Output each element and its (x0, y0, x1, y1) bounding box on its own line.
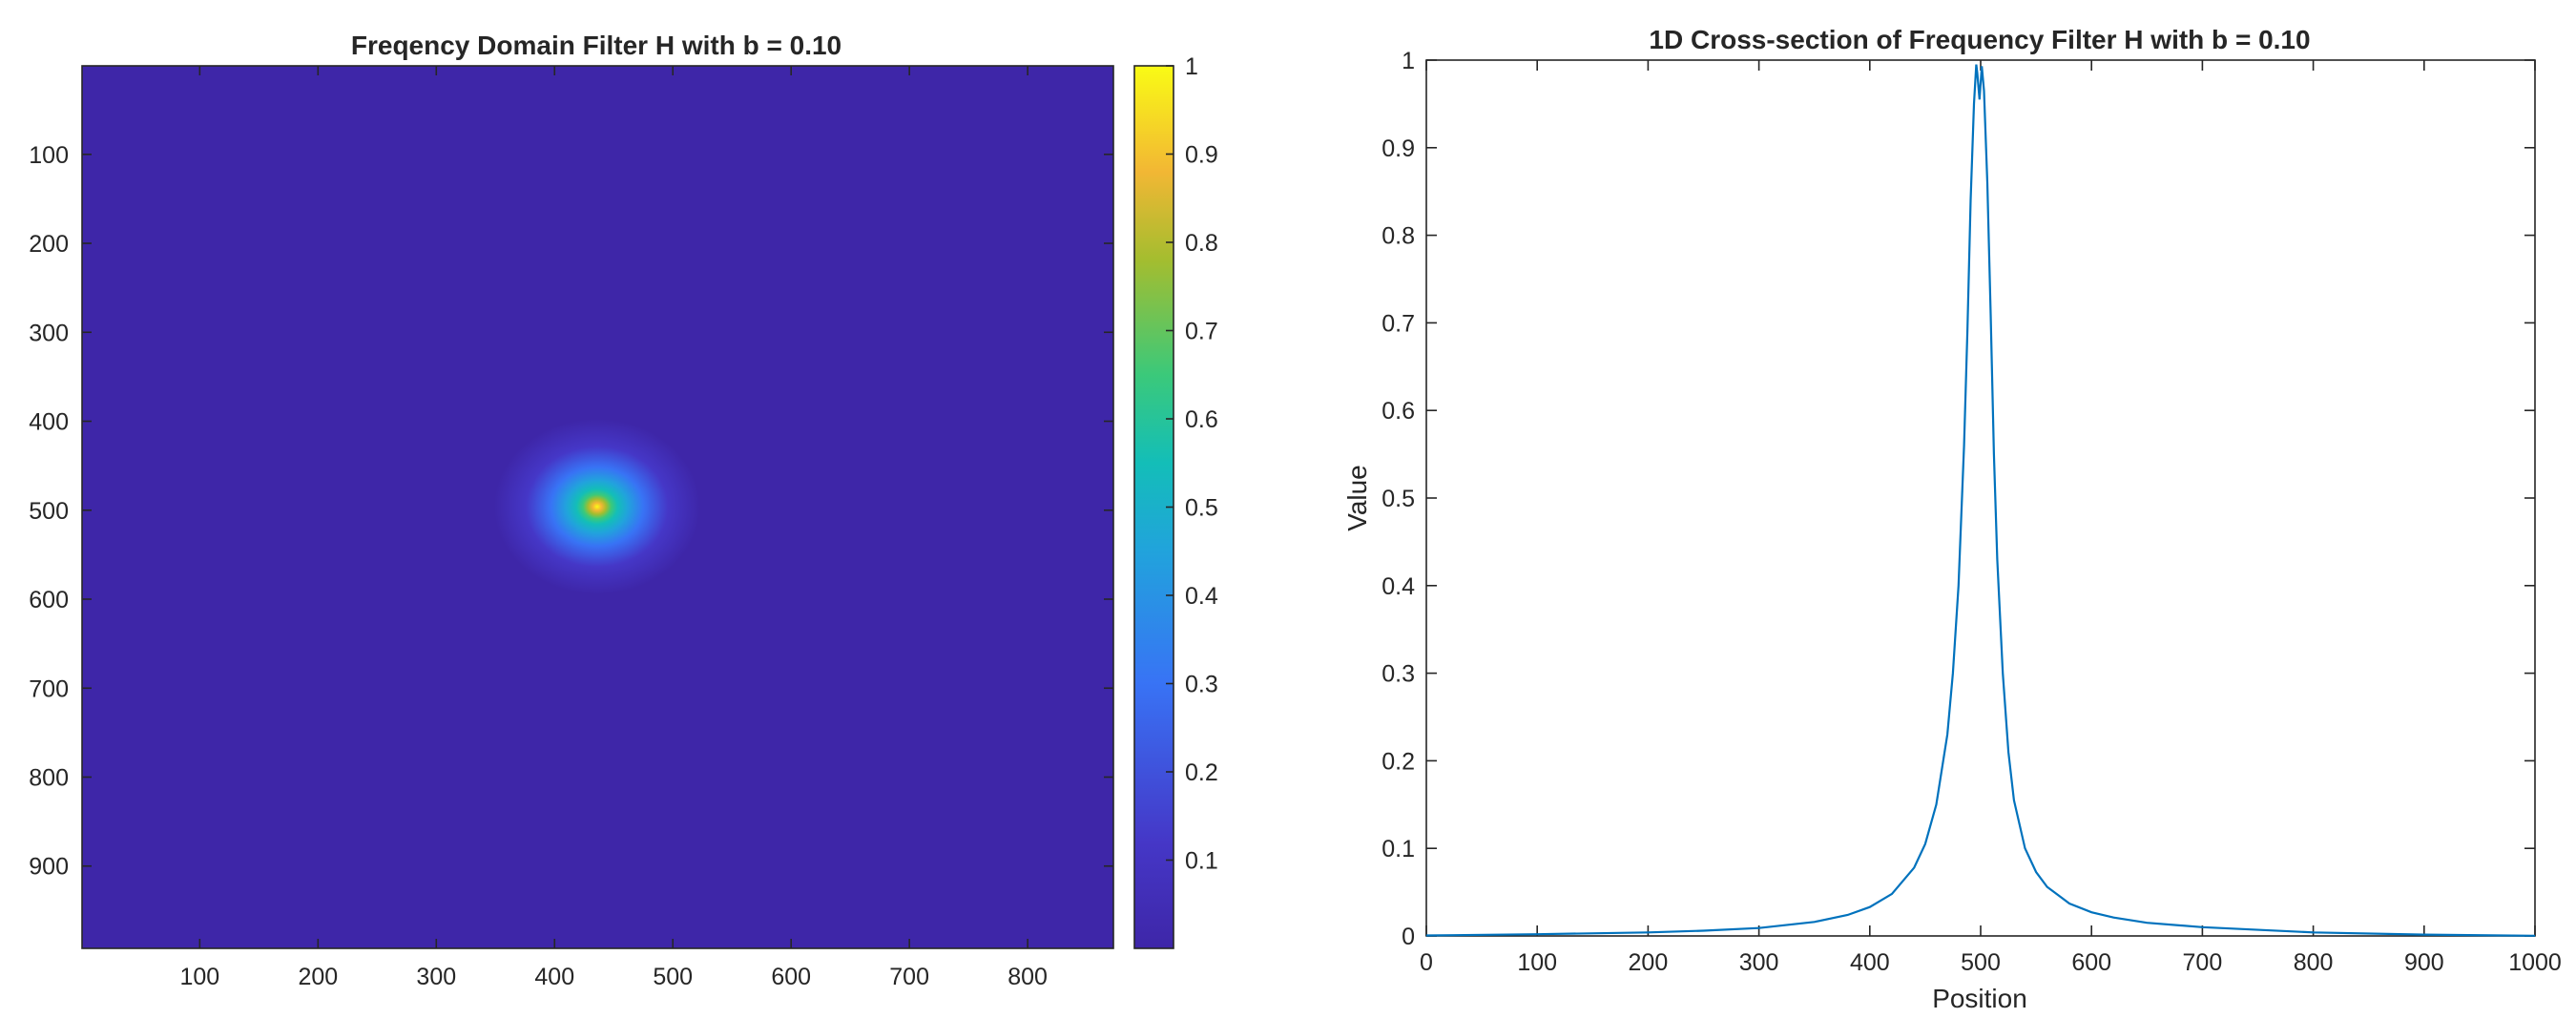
line-y-tick-label: 0.5 (1381, 486, 1415, 512)
line-x-tick-label: 800 (2294, 949, 2334, 976)
heatmap-y-tick-label: 200 (29, 231, 69, 258)
heatmap-x-tick-label: 600 (771, 964, 811, 990)
line-chart-title: 1D Cross-section of Frequency Filter H w… (1649, 25, 2310, 54)
line-y-tick-label: 0.2 (1381, 748, 1415, 775)
colorbar-tick-label: 0.9 (1185, 142, 1218, 169)
colorbar-tick-label: 0.6 (1185, 406, 1218, 433)
line-y-tick-label: 0 (1402, 924, 1415, 950)
heatmap-y-tick-label: 700 (29, 675, 69, 702)
line-x-tick-label: 1000 (2508, 949, 2562, 976)
line-y-tick-label: 0.6 (1381, 398, 1415, 425)
line-y-tick-label: 0.7 (1381, 310, 1415, 337)
line-y-tick-label: 1 (1402, 48, 1415, 74)
line-x-tick-label: 100 (1517, 949, 1557, 976)
line-x-tick-label: 500 (1961, 949, 2001, 976)
heatmap-x-ticks: 100 200 300 400 500 600 700 800 (179, 66, 1048, 990)
line-axes-box (1425, 59, 2536, 937)
line-chart: 1D Cross-section of Frequency Filter H w… (1342, 25, 2562, 1013)
heatmap-y-tick-label: 800 (29, 765, 69, 792)
heatmap-peak-blob (467, 397, 726, 617)
line-x-tick-label: 900 (2404, 949, 2444, 976)
heatmap-title: Freqency Domain Filter H with b = 0.10 (351, 31, 841, 60)
colorbar-tick-label: 0.7 (1185, 319, 1218, 345)
heatmap-x-tick-label: 700 (889, 964, 929, 990)
heatmap-x-tick-label: 300 (416, 964, 456, 990)
line-y-axis-label: Value (1342, 465, 1372, 531)
line-series-cross-section (1425, 64, 2536, 937)
line-x-tick-label: 700 (2183, 949, 2223, 976)
line-y-tick-label: 0.1 (1381, 836, 1415, 862)
colorbar-tick-label: 0.1 (1185, 848, 1218, 875)
colorbar-tick-label: 0.4 (1185, 583, 1218, 610)
heatmap-x-tick-label: 500 (653, 964, 693, 990)
heatmap-y-tick-label: 900 (29, 854, 69, 881)
colorbar-tick-label: 0.3 (1185, 672, 1218, 698)
colorbar-tick-label: 1 (1185, 53, 1198, 80)
heatmap-y-ticks: 100 200 300 400 500 600 700 800 900 (29, 142, 1113, 881)
line-x-tick-label: 400 (1850, 949, 1890, 976)
line-x-tick-label: 200 (1629, 949, 1669, 976)
line-y-tick-label: 0.4 (1381, 573, 1415, 600)
line-y-ticks: 0 0.1 0.2 0.3 0.4 0.5 0.6 0.7 0.8 0.9 1 (1381, 48, 2535, 950)
heatmap-x-tick-label: 400 (534, 964, 574, 990)
line-x-tick-label: 0 (1420, 949, 1433, 976)
line-y-tick-label: 0.3 (1381, 661, 1415, 688)
colorbar-tick-label: 0.2 (1185, 759, 1218, 786)
line-y-tick-label: 0.9 (1381, 135, 1415, 162)
heatmap-y-tick-label: 500 (29, 498, 69, 525)
line-x-tick-label: 300 (1739, 949, 1779, 976)
heatmap-y-tick-label: 600 (29, 587, 69, 613)
heatmap-axes-box (81, 65, 1114, 949)
colorbar-ticks: 0.1 0.2 0.3 0.4 0.5 0.6 0.7 0.8 0.9 1 (1166, 53, 1218, 875)
line-y-tick-label: 0.8 (1381, 223, 1415, 250)
colorbar-tick-label: 0.5 (1185, 495, 1218, 522)
colorbar-tick-label: 0.8 (1185, 230, 1218, 257)
line-x-ticks: 0 100 200 300 400 500 600 700 800 900 1000 (1420, 60, 2562, 976)
heatmap-x-tick-label: 100 (179, 964, 219, 990)
heatmap-chart: Freqency Domain Filter H with b = 0.10 1… (29, 31, 1218, 990)
heatmap-y-tick-label: 100 (29, 142, 69, 169)
heatmap-y-tick-label: 400 (29, 409, 69, 436)
line-x-tick-label: 600 (2071, 949, 2111, 976)
line-x-axis-label: Position (1932, 984, 2027, 1013)
heatmap-x-tick-label: 200 (298, 964, 338, 990)
heatmap-x-tick-label: 800 (1008, 964, 1048, 990)
heatmap-y-tick-label: 300 (29, 320, 69, 346)
